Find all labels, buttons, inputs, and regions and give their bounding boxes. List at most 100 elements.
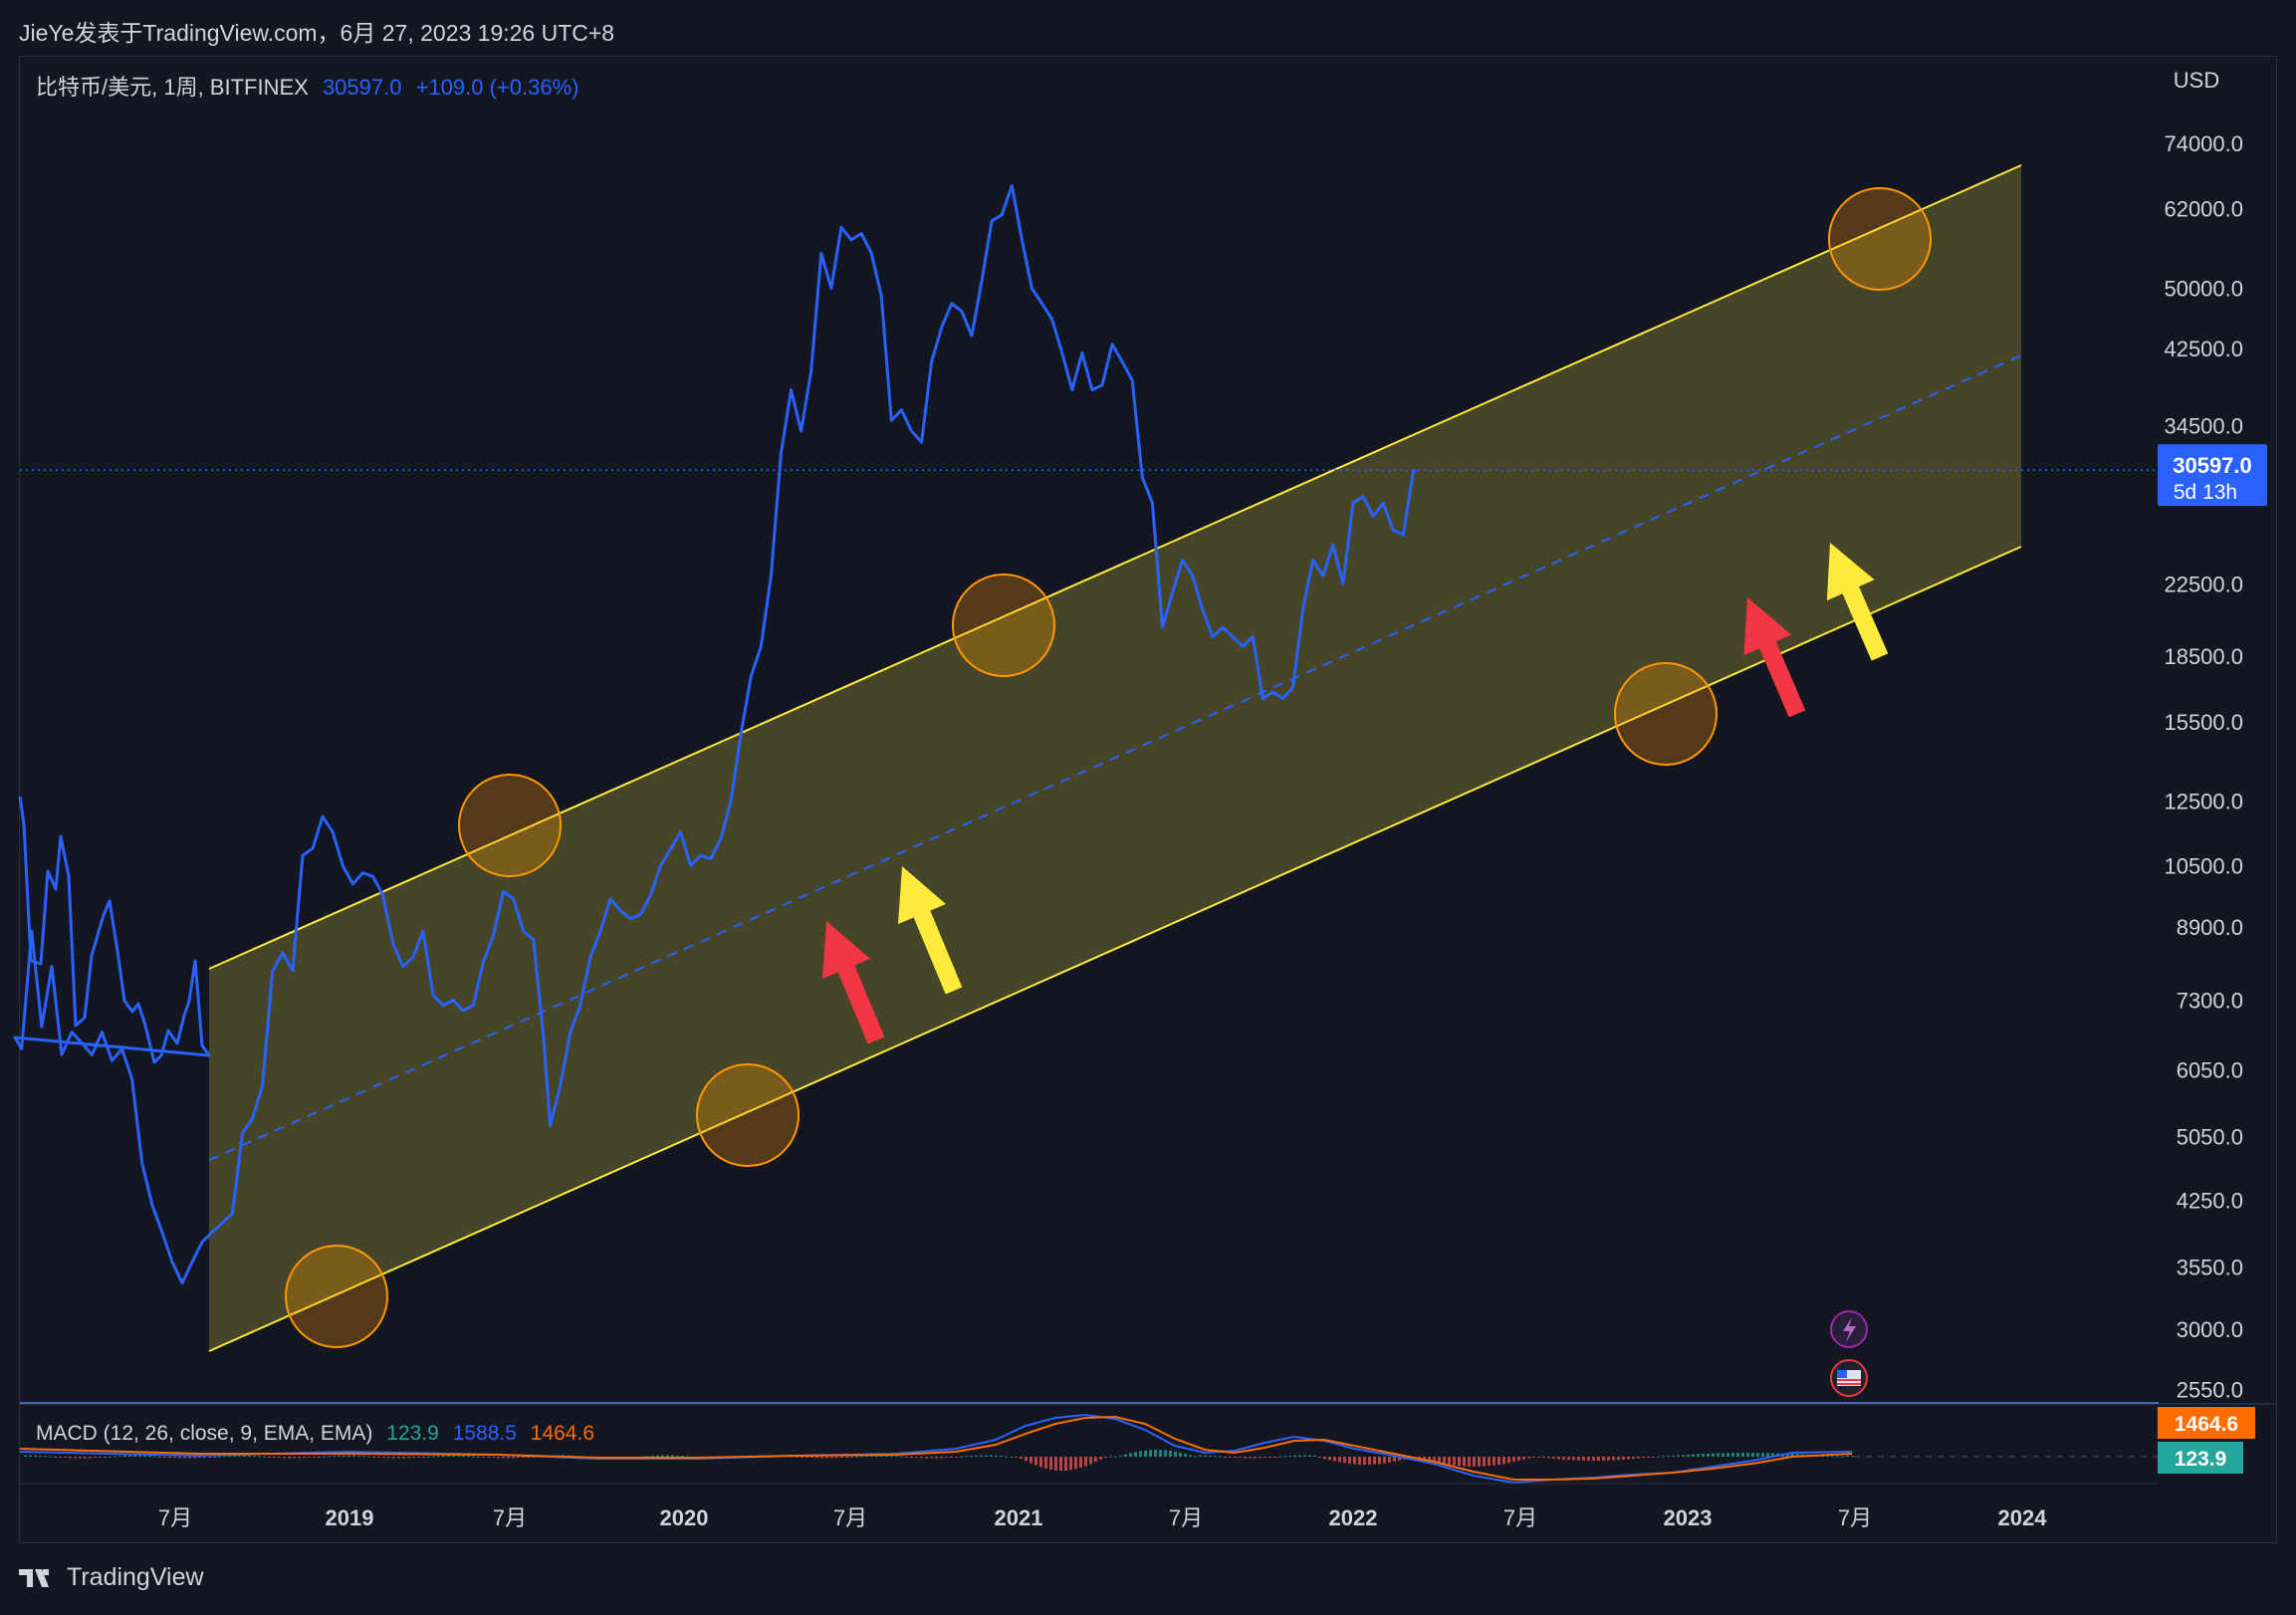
macd-hist-bar <box>1044 1457 1047 1469</box>
macd-hist-bar <box>64 1457 67 1458</box>
macd-hist-bar <box>357 1455 360 1457</box>
macd-hist-bar <box>845 1457 848 1458</box>
macd-hist-bar <box>1144 1450 1147 1457</box>
macd-hist-bar <box>1726 1453 1729 1457</box>
red-arrow-1 <box>822 921 885 1044</box>
yellow-arrow-2 <box>1826 543 1889 661</box>
macd-signal-line <box>19 1415 1853 1481</box>
macd-hist-bar <box>1393 1457 1396 1462</box>
macd-hist-bar <box>427 1456 430 1458</box>
macd-hist-bar <box>1348 1457 1351 1464</box>
macd-hist-bar <box>1219 1456 1222 1458</box>
macd-hist-bar <box>1587 1457 1590 1461</box>
macd-hist-bar <box>49 1456 52 1458</box>
macd-hist-bar <box>79 1457 82 1459</box>
macd-hist-bar <box>1184 1454 1187 1457</box>
tradingview-logo[interactable]: TradingView <box>19 1563 204 1592</box>
price-tick-4: 34500.0 <box>2164 414 2243 439</box>
macd-hist-bar <box>462 1455 465 1457</box>
price-tick-8: 12500.0 <box>2164 790 2243 814</box>
macd-hist-bar <box>283 1457 286 1459</box>
macd-hist-bar <box>218 1456 221 1458</box>
macd-hist-bar <box>870 1455 873 1457</box>
price-tick-12: 6050.0 <box>2177 1057 2243 1082</box>
macd-hist-bar <box>1557 1457 1560 1460</box>
macd-hist-bar <box>1378 1457 1381 1465</box>
macd-hist-bar <box>223 1456 226 1458</box>
macd-hist-bar <box>1453 1457 1456 1466</box>
macd-hist-bar <box>1064 1457 1067 1471</box>
macd-hist-bar <box>1647 1457 1650 1458</box>
macd-hist-bar <box>835 1457 838 1459</box>
macd-hist-bar <box>457 1455 460 1457</box>
macd-hist-bar <box>158 1456 161 1458</box>
macd-hist-bar <box>1522 1457 1525 1460</box>
footer: TradingView <box>0 1543 2296 1615</box>
macd-hist-bar <box>263 1456 266 1458</box>
macd-hist-bar <box>796 1456 799 1458</box>
macd-hist-bar <box>1383 1457 1386 1464</box>
price-tick-14: 4250.0 <box>2177 1189 2243 1214</box>
macd-hist-bar <box>143 1455 146 1457</box>
macd-hist-bar <box>1373 1457 1376 1465</box>
macd-hist-bar <box>950 1457 953 1458</box>
macd-hist-bar <box>1756 1453 1759 1457</box>
macd-hist-bar <box>830 1457 833 1459</box>
macd-hist-bar <box>1722 1453 1724 1457</box>
time-tick-0: 7月 <box>158 1505 192 1530</box>
macd-hist-bar <box>920 1457 923 1459</box>
macd-hist-bar <box>1766 1453 1769 1457</box>
macd-hist-bar <box>1532 1457 1535 1458</box>
macd-hist-bar <box>1428 1457 1431 1461</box>
macd-hist-bar <box>1283 1456 1286 1458</box>
price-tick-13: 5050.0 <box>2177 1125 2243 1150</box>
macd-hist-bar <box>517 1457 520 1459</box>
macd-hist-bar <box>1567 1457 1570 1461</box>
flag-canton <box>1837 1370 1847 1378</box>
macd-hist-bar <box>54 1457 57 1458</box>
macd-hist-bar <box>367 1456 370 1458</box>
macd-hist-bar <box>1652 1457 1655 1458</box>
symbol-price: 30597.0 <box>322 75 402 100</box>
macd-hist-bar <box>532 1457 535 1458</box>
time-tick-7: 2022 <box>1329 1505 1378 1530</box>
macd-hist-bar <box>1273 1457 1276 1458</box>
macd-hist-bar <box>905 1457 908 1458</box>
macd-hist-bar <box>1293 1455 1296 1457</box>
macd-hist-bar <box>1074 1457 1077 1470</box>
macd-hist-bar <box>1259 1457 1262 1459</box>
macd-hist-bar <box>84 1457 87 1459</box>
macd-hist-bar <box>397 1457 400 1459</box>
macd-hist-bar <box>1114 1456 1117 1458</box>
macd-hist-bar <box>238 1455 241 1457</box>
macd-legend[interactable]: MACD (12, 26, close, 9, EMA, EMA) 123.9 … <box>36 1422 594 1446</box>
macd-hist-bar <box>890 1455 893 1457</box>
price-tick-2: 50000.0 <box>2164 277 2243 302</box>
macd-hist-bar <box>1209 1455 1212 1457</box>
macd-hist-bar <box>1448 1457 1451 1465</box>
macd-hist-bar <box>1030 1457 1033 1464</box>
macd-hist-bar <box>128 1455 131 1457</box>
time-tick-9: 2023 <box>1664 1505 1713 1530</box>
macd-hist-bar <box>333 1455 336 1457</box>
macd-hist-bar <box>1786 1453 1789 1457</box>
macd-hist-bar <box>1164 1450 1167 1457</box>
macd-hist-bar <box>1577 1457 1580 1461</box>
symbol-legend[interactable]: 比特币/美元, 1周, BITFINEX 30597.0 +109.0 (+0.… <box>36 70 579 102</box>
macd-hist-bar <box>1836 1456 1839 1458</box>
macd-hist-bar <box>507 1457 510 1459</box>
macd-hist-bar <box>183 1457 186 1459</box>
macd-hist-bar <box>173 1457 176 1459</box>
macd-hist-bar <box>1010 1456 1013 1458</box>
time-tick-8: 7月 <box>1503 1505 1537 1530</box>
chart-frame[interactable] <box>19 56 2277 1543</box>
time-tick-5: 2021 <box>995 1505 1043 1530</box>
macd-hist-bar <box>1682 1455 1685 1457</box>
macd-hist-bar <box>1707 1453 1710 1457</box>
macd-hist-bar <box>1069 1457 1072 1471</box>
tradingview-icon <box>19 1568 49 1587</box>
macd-hist-bar <box>840 1457 843 1458</box>
macd-hist-bar <box>1527 1457 1530 1459</box>
macd-hist-bar <box>1468 1457 1471 1467</box>
